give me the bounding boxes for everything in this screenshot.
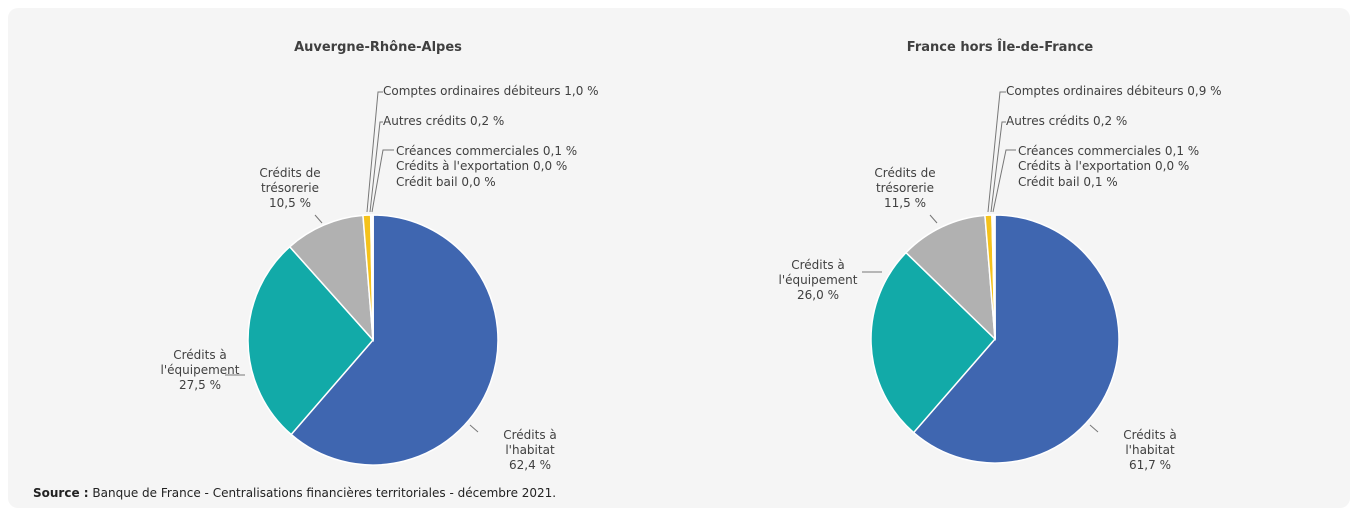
slice-name: Crédit bail [396, 175, 458, 189]
slice-name: Comptes ordinaires débiteurs [1006, 84, 1184, 98]
slice-name: Crédits à l'équipement [778, 258, 858, 287]
slice-label: Crédits à l'exportation 0,0 % [1018, 159, 1189, 174]
slice-label: Crédit bail 0,0 % [396, 175, 496, 190]
slice-value: 61,7 % [1129, 458, 1171, 472]
slice-name: Créances commerciales [1018, 144, 1162, 158]
slice-value: 0,1 % [1164, 144, 1200, 158]
pie-slice [993, 214, 996, 340]
source: Source : Banque de France - Centralisati… [33, 486, 556, 500]
slice-label: Crédits à l'habitat 61,7 % [1109, 428, 1191, 473]
slice-label: Crédits de trésorerie 10,5 % [249, 166, 331, 211]
pie-slice [288, 214, 374, 343]
slice-value: 0,1 % [542, 144, 578, 158]
slice-value: 11,5 % [884, 196, 926, 210]
slice-value: 1,0 % [564, 84, 599, 98]
slice-value: 0,0 % [533, 159, 568, 173]
slice-label: Crédits à l'exportation 0,0 % [396, 159, 567, 174]
leader-line [929, 214, 938, 224]
slice-label: Autres crédits 0,2 % [383, 114, 504, 129]
slice-value: 10,5 % [269, 196, 311, 210]
slice-value: 0,9 % [1187, 84, 1222, 98]
leader-line [469, 424, 479, 433]
slice-label: Autres crédits 0,2 % [1006, 114, 1127, 129]
leader-line [366, 91, 383, 213]
slice-value: 62,4 % [509, 458, 551, 472]
slice-label: Créances commerciales 0,1 % [396, 144, 577, 159]
slice-label: Crédit bail 0,1 % [1018, 175, 1118, 190]
leader-line [987, 91, 1006, 213]
slice-label: Crédits à l'habitat 62,4 % [489, 428, 571, 473]
slice-name: Comptes ordinaires débiteurs [383, 84, 561, 98]
slice-name: Crédits à l'habitat [503, 428, 557, 457]
slice-name: Crédits de trésorerie [259, 166, 321, 195]
slice-name: Crédits à l'exportation [1018, 159, 1152, 173]
source-text: Banque de France - Centralisations finan… [92, 486, 557, 500]
slice-value: 27,5 % [179, 378, 221, 392]
slice-name: Crédits de trésorerie [874, 166, 936, 195]
leader-line [371, 149, 394, 213]
slice-value: 0,0 % [461, 175, 496, 189]
slice-label: Comptes ordinaires débiteurs 0,9 % [1006, 84, 1222, 99]
chart-title: France hors Île-de-France [906, 40, 1094, 55]
slice-label: Crédits à l'équipement 27,5 % [159, 348, 241, 393]
slice-name: Crédits à l'équipement [160, 348, 240, 377]
leader-line [314, 214, 323, 224]
leader-line [369, 121, 383, 213]
slice-label: Comptes ordinaires débiteurs 1,0 % [383, 84, 599, 99]
slice-name: Crédits à l'exportation [396, 159, 530, 173]
slice-label: Créances commerciales 0,1 % [1018, 144, 1199, 159]
panel [8, 8, 1350, 508]
leader-line [990, 121, 1006, 213]
pie-slice [247, 245, 374, 436]
chart-title: Auvergne-Rhône-Alpes [294, 40, 462, 55]
slice-name: Créances commerciales [396, 144, 540, 158]
pie-slice [912, 214, 1120, 464]
slice-name: Crédit bail [1018, 175, 1080, 189]
slice-value: 0,0 % [1155, 159, 1190, 173]
leader-line [992, 149, 1016, 213]
pie-slice [870, 251, 997, 434]
source-label: Source : [33, 486, 89, 500]
pie-slice [290, 214, 499, 466]
slice-label: Crédits de trésorerie 11,5 % [864, 166, 946, 211]
slice-value: 0,2 % [470, 114, 505, 128]
slice-name: Autres crédits [1006, 114, 1090, 128]
leader-line [1089, 424, 1099, 433]
slice-value: 0,2 % [1093, 114, 1128, 128]
slice-label: Crédits à l'équipement 26,0 % [777, 258, 859, 303]
slice-value: 26,0 % [797, 288, 839, 302]
slice-name: Crédits à l'habitat [1123, 428, 1177, 457]
slice-name: Autres crédits [383, 114, 467, 128]
pie-slice [904, 214, 996, 341]
slice-value: 0,1 % [1083, 175, 1118, 189]
